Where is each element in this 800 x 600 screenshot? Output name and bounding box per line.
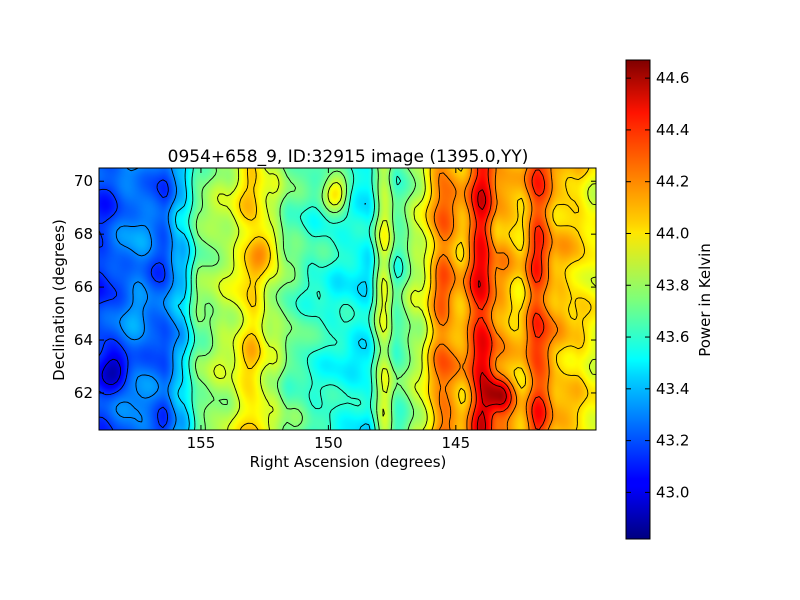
y-axis-label: Declination (degrees) (50, 219, 68, 381)
colorbar-tick-label: 43.6 (656, 328, 689, 346)
colorbar-tick-label: 44.6 (656, 69, 689, 87)
x-tick-label: 150 (314, 434, 343, 452)
x-axis-label: Right Ascension (degrees) (250, 453, 447, 471)
heatmap-image (99, 168, 596, 430)
y-tick-label: 68 (74, 225, 93, 243)
colorbar-gradient (625, 59, 651, 540)
colorbar-tick-label: 43.0 (656, 483, 689, 501)
y-tick-label: 66 (74, 278, 93, 296)
y-tick-label: 70 (74, 172, 93, 190)
chart-title: 0954+658_9, ID:32915 image (1395.0,YY) (168, 147, 529, 167)
colorbar-tick-label: 43.4 (656, 380, 689, 398)
y-tick-label: 64 (74, 331, 93, 349)
x-tick-label: 145 (442, 434, 471, 452)
colorbar-label: Power in Kelvin (696, 243, 714, 357)
contour-path (99, 168, 596, 430)
colorbar-tick-label: 44.0 (656, 224, 689, 242)
colorbar-tick-label: 43.2 (656, 432, 689, 450)
colorbar: 43.0 43.2 43.4 43.6 43.8 44.0 44.2 44.4 44.6 (625, 59, 689, 540)
y-tick-label: 62 (74, 384, 93, 402)
contour-lines (99, 168, 596, 430)
colorbar-ticks: 43.0 43.2 43.4 43.6 43.8 44.0 44.2 44.4 44.6 (626, 69, 689, 501)
heatmap-plot (98, 167, 597, 431)
colorbar-tick-label: 43.8 (656, 276, 689, 294)
plot-frame (98, 167, 597, 431)
x-tick-label: 155 (187, 434, 216, 452)
colorbar-tick-label: 44.4 (656, 121, 689, 139)
x-axis: 155 150 145 (187, 168, 471, 452)
colorbar-tick-label: 44.2 (656, 173, 689, 191)
y-axis: 62 64 66 68 70 (74, 172, 596, 402)
